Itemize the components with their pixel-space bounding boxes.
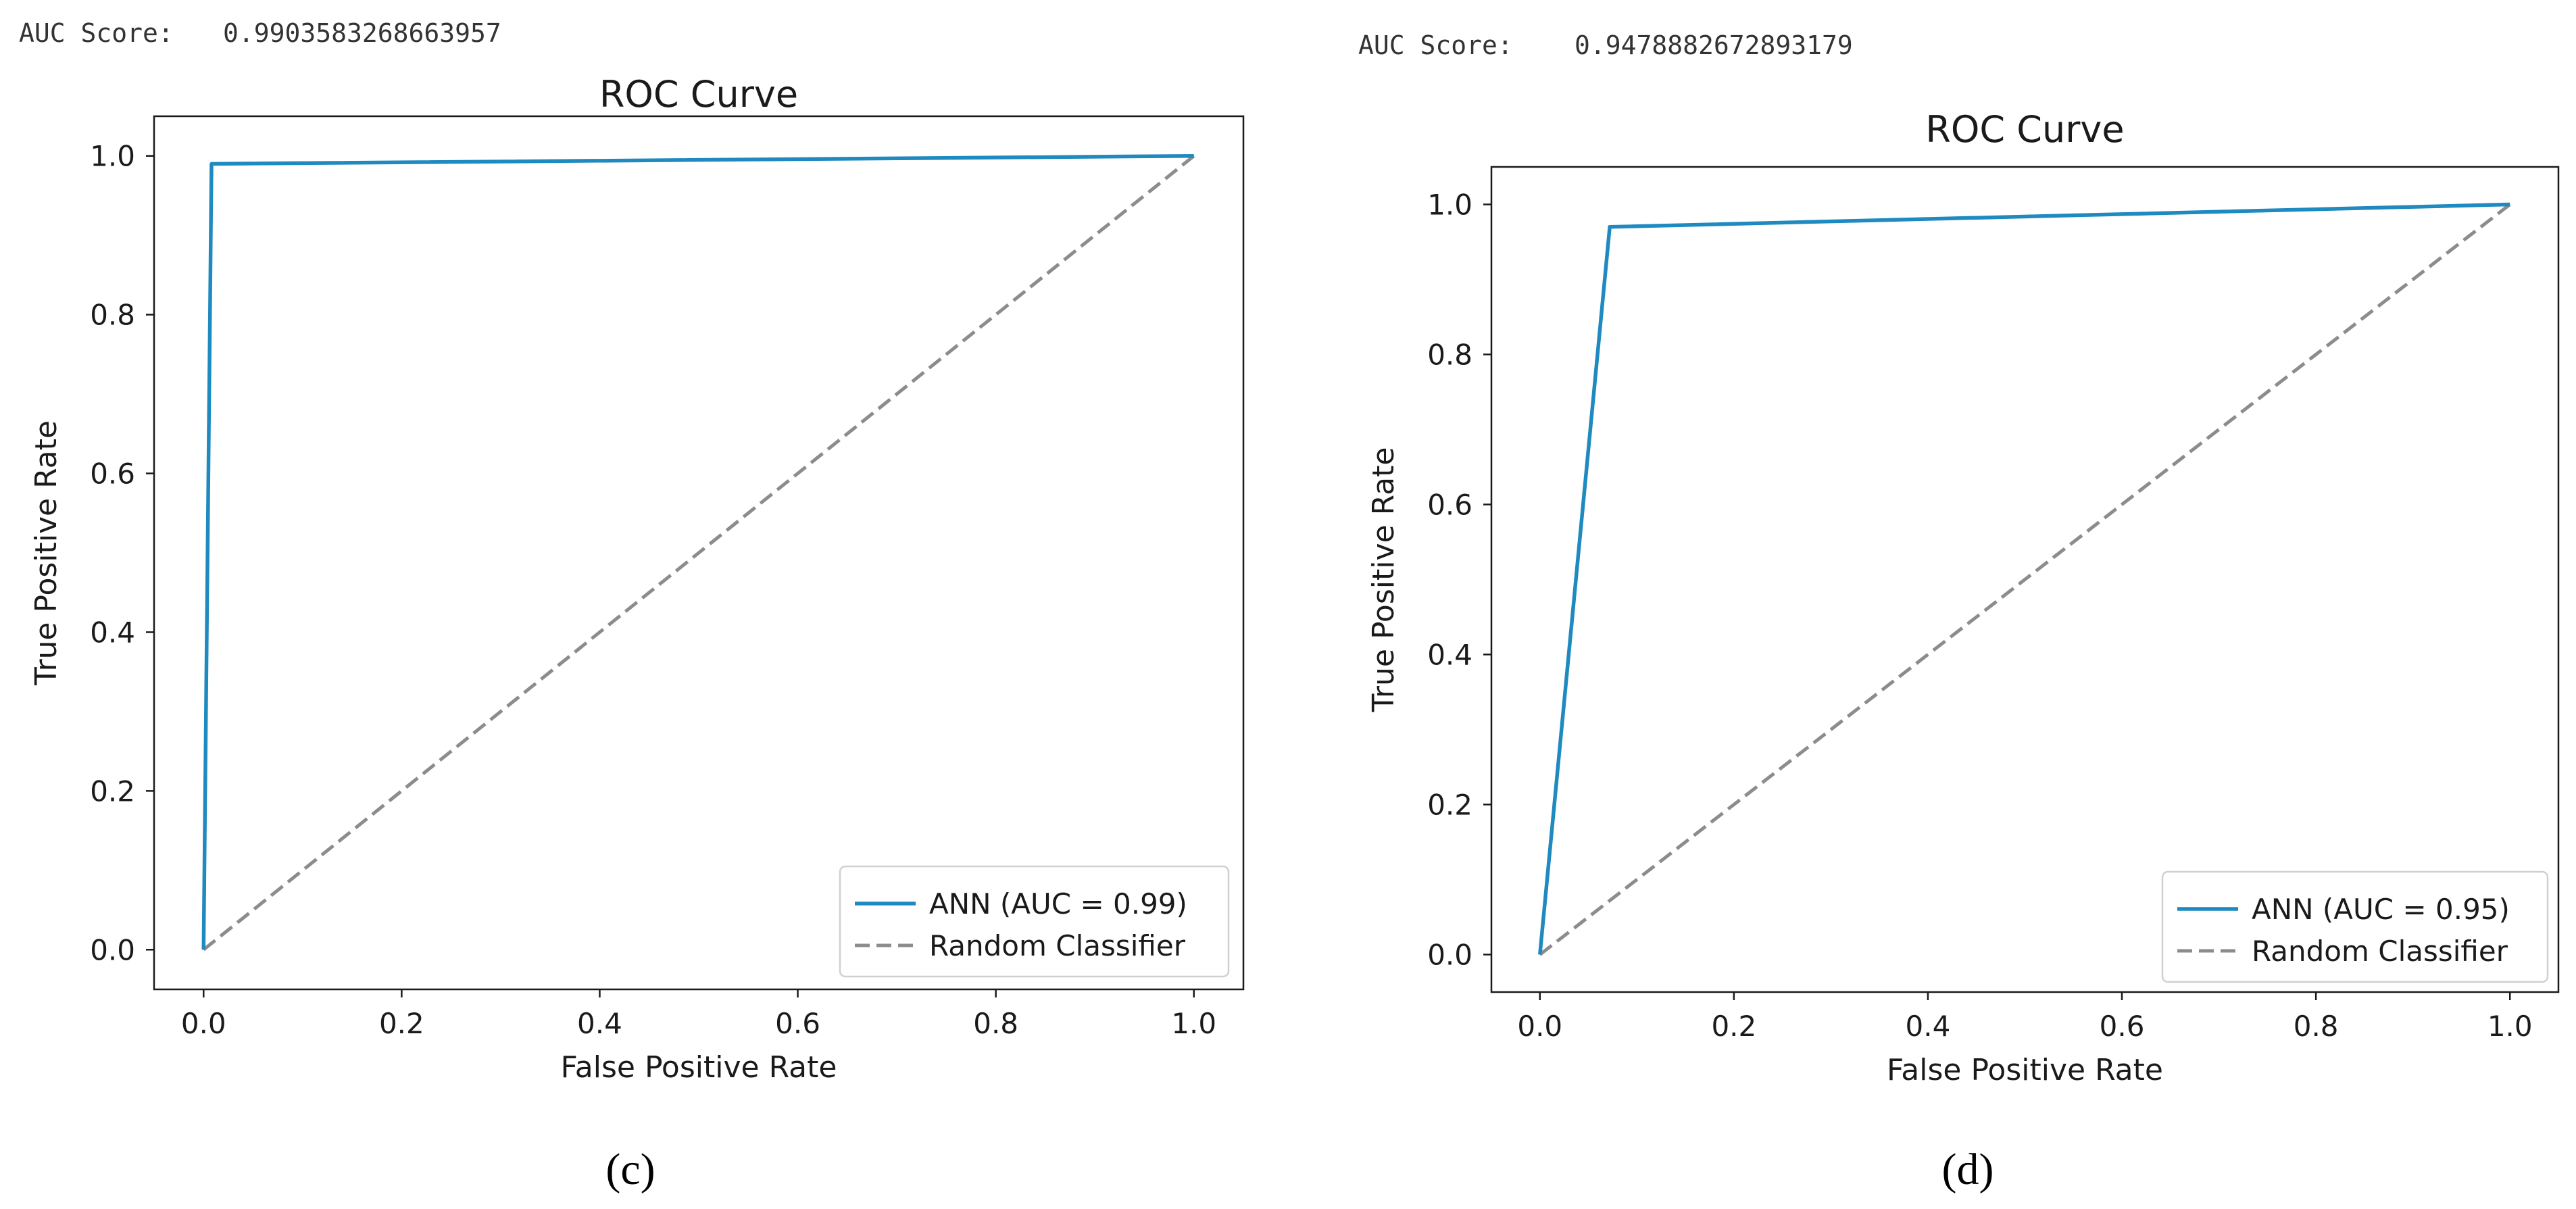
auc-score-value: 0.9903583268663957	[223, 18, 501, 48]
x-tick-label: 0.8	[973, 1007, 1018, 1040]
plot-frame	[1490, 166, 2560, 993]
x-axis-label: False Positive Rate	[561, 1050, 837, 1085]
subfigure-caption: (d)	[1942, 1145, 1994, 1194]
plot-frame	[153, 115, 1245, 991]
x-tick-label: 1.0	[1171, 1007, 1216, 1040]
y-tick-label: 0.0	[90, 933, 135, 966]
x-tick-label: 0.2	[379, 1007, 424, 1040]
x-tick-label: 0.4	[577, 1007, 622, 1040]
x-axis-label: False Positive Rate	[1887, 1053, 2163, 1087]
ann-roc-line	[201, 153, 1194, 950]
ann-roc-line	[1538, 202, 2510, 955]
y-tick-label: 0.6	[90, 458, 135, 491]
y-tick-label: 0.4	[1427, 639, 1472, 672]
y-axis-label: True Positive Rate	[29, 420, 64, 686]
x-tick-label: 0.4	[1906, 1010, 1951, 1043]
legend-random-label: Random Classifier	[2252, 935, 2508, 968]
y-tick-label: 0.2	[90, 774, 135, 808]
roc-chart-c: AUC Score: 0.9903583268663957 ROC Curve 0.0…	[19, 18, 1245, 1194]
y-tick-label: 0.0	[1427, 939, 1472, 972]
legend-box	[2161, 870, 2549, 983]
x-tick-label: 0.6	[775, 1007, 820, 1040]
auc-score-label: AUC Score:	[19, 18, 174, 48]
x-tick-label: 0.0	[1517, 1010, 1562, 1043]
legend: ANN (AUC = 0.99) Random Classifier	[839, 865, 1230, 978]
y-tick-label: 1.0	[90, 140, 135, 173]
y-tick-label: 0.8	[90, 299, 135, 332]
chart-title: ROC Curve	[599, 73, 798, 116]
roc-chart-d: AUC Score: 0.9478882672893179 ROC Curve 0.0…	[1358, 30, 2560, 1194]
y-tick-label: 0.4	[90, 616, 135, 649]
y-tick-label: 0.8	[1427, 339, 1472, 372]
x-tick-label: 1.0	[2487, 1010, 2533, 1043]
chart-title: ROC Curve	[1925, 108, 2124, 151]
random-classifier-line	[1539, 203, 2511, 956]
auc-score-label: AUC Score:	[1358, 30, 1513, 60]
legend-ann-label: ANN (AUC = 0.99)	[929, 887, 1187, 920]
random-classifier-line	[202, 154, 1195, 952]
subfigure-caption: (c)	[605, 1145, 655, 1194]
legend-ann-label: ANN (AUC = 0.95)	[2252, 893, 2510, 926]
x-tick-label: 0.6	[2100, 1010, 2145, 1043]
auc-score-value: 0.9478882672893179	[1575, 30, 1853, 60]
y-axis-label: True Positive Rate	[1366, 447, 1401, 713]
x-tick-label: 0.8	[2294, 1010, 2339, 1043]
legend-random-label: Random Classifier	[929, 929, 1186, 962]
y-tick-label: 0.2	[1427, 789, 1472, 822]
legend-box	[839, 865, 1230, 978]
x-tick-label: 0.0	[181, 1007, 226, 1040]
legend: ANN (AUC = 0.95) Random Classifier	[2161, 870, 2549, 983]
x-tick-label: 0.2	[1711, 1010, 1756, 1043]
y-tick-label: 0.6	[1427, 489, 1472, 522]
y-tick-label: 1.0	[1427, 189, 1472, 222]
